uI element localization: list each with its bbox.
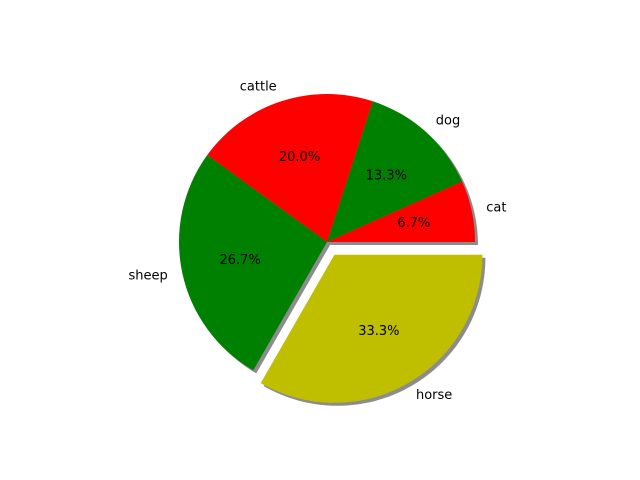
- category-label-sheep: sheep: [129, 269, 168, 284]
- category-label-dog: dog: [436, 113, 460, 128]
- percent-label-dog: 13.3%: [366, 168, 407, 183]
- slice-sheep: [178, 155, 327, 371]
- pie-slices: [178, 94, 483, 403]
- slice-dog: [327, 101, 463, 242]
- slice-horse: [260, 254, 483, 403]
- percent-label-horse: 33.3%: [358, 324, 399, 339]
- slice-cat: [327, 181, 475, 242]
- category-label-cat: cat: [486, 200, 506, 215]
- percent-label-cat: 6.7%: [397, 216, 430, 231]
- percent-label-cattle: 20.0%: [279, 150, 320, 165]
- percent-labels: 6.7% 13.3% 20.0% 26.7% 33.3%: [220, 150, 431, 339]
- slice-cattle: [207, 94, 373, 242]
- percent-label-sheep: 26.7%: [220, 253, 261, 268]
- category-labels: cat dog cattle sheep horse: [129, 80, 507, 404]
- category-label-horse: horse: [416, 388, 452, 403]
- category-label-cattle: cattle: [240, 80, 277, 95]
